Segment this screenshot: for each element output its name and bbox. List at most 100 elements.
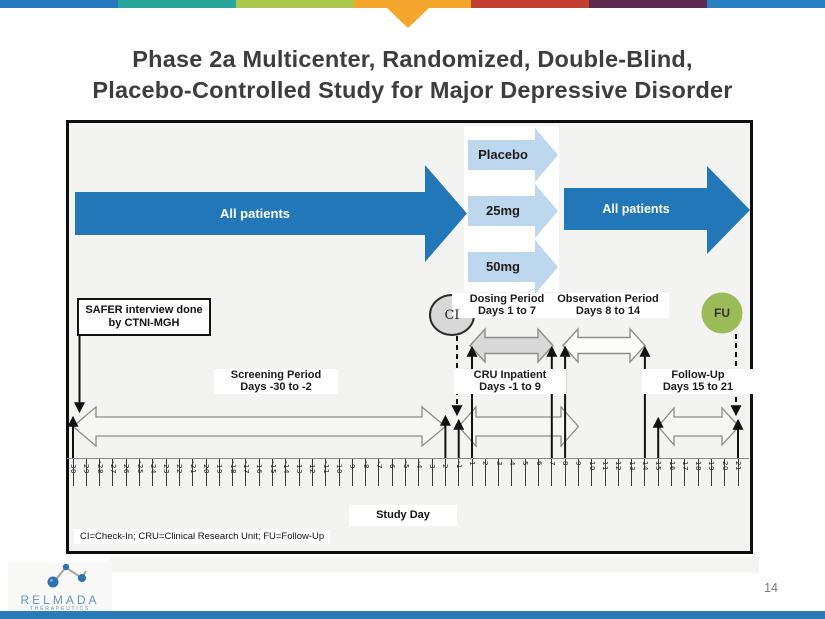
ribbon-segment — [353, 0, 472, 8]
timeline-tick-label: -2 — [441, 461, 450, 469]
all-patients-left-label: All patients — [219, 206, 291, 221]
timeline-tick-label: -10 — [335, 461, 343, 474]
timeline-tick — [285, 459, 287, 486]
timeline-tick-label: 3 — [494, 461, 503, 466]
study-diagram-frame — [66, 120, 753, 554]
timeline-tick-label: 11 — [601, 461, 609, 471]
timeline-tick — [697, 459, 699, 486]
timeline-tick-label: -23 — [162, 461, 171, 474]
timeline-tick — [311, 459, 313, 486]
timeline-tick — [205, 459, 207, 486]
timeline-tick-label: -9 — [348, 461, 357, 469]
timeline-tick — [471, 459, 473, 486]
timeline-tick — [431, 459, 433, 486]
ribbon-segment — [471, 0, 590, 8]
dosing-period-label: Dosing Period Days 1 to 7 — [452, 293, 562, 318]
timeline-tick-label: 1 — [468, 461, 476, 466]
timeline-tick — [152, 459, 154, 486]
timeline-tick — [165, 459, 167, 486]
timeline-tick — [378, 459, 380, 486]
timeline-tick — [218, 459, 220, 486]
follow-up-label: FU — [714, 306, 730, 320]
timeline-tick-label: -5 — [401, 461, 410, 469]
placebo-label: Placebo — [478, 147, 528, 162]
timeline-tick-label: -17 — [241, 461, 250, 474]
timeline-tick-label: -13 — [295, 461, 304, 474]
timeline-tick-label: -24 — [148, 461, 157, 474]
safer-note-line1: SAFER interview done — [85, 304, 203, 316]
timeline-tick — [232, 459, 234, 486]
dose-50mg-label: 50mg — [486, 259, 520, 274]
timeline-tick-label: -30 — [69, 461, 77, 474]
timeline-tick — [551, 459, 553, 486]
timeline-tick-label: -21 — [188, 461, 197, 474]
timeline-tick-label: 5 — [521, 461, 530, 466]
timeline-axis — [67, 458, 749, 459]
timeline-tick — [72, 459, 74, 486]
timeline-tick-label: -28 — [95, 461, 104, 474]
safer-note-box: SAFER interview done by CTNI-MGH — [77, 298, 211, 336]
timeline-tick — [498, 459, 500, 486]
timeline-tick — [657, 459, 659, 486]
timeline-tick-label: 7 — [547, 461, 556, 466]
timeline-tick-label: -25 — [135, 461, 144, 474]
timeline-tick-label: 14 — [640, 461, 649, 471]
timeline-tick-label: -12 — [308, 461, 317, 474]
timeline-tick — [418, 459, 420, 486]
study-day-axis-title: Study Day — [349, 505, 457, 526]
observation-period-label: Observation Period Days 8 to 14 — [547, 293, 669, 318]
timeline-tick-label: -6 — [388, 461, 397, 469]
timeline-tick — [325, 459, 327, 486]
timeline-tick-label: 8 — [561, 461, 570, 466]
timeline-tick — [99, 459, 101, 486]
timeline-tick-label: 4 — [507, 461, 516, 466]
timeline-tick-label: -27 — [108, 461, 117, 474]
page-number: 14 — [764, 581, 778, 595]
timeline-tick-label: 19 — [707, 461, 716, 471]
slide-title: Phase 2a Multicenter, Randomized, Double… — [0, 44, 825, 106]
slide-title-line2: Placebo-Controlled Study for Major Depre… — [92, 77, 733, 103]
timeline-tick — [710, 459, 712, 486]
all-patients-right-label: All patients — [602, 202, 670, 216]
timeline-tick-label: 18 — [694, 461, 703, 471]
timeline-tick — [444, 459, 446, 486]
timeline-tick — [524, 459, 526, 486]
safer-note-line2: by CTNI-MGH — [108, 317, 180, 329]
ribbon-segment — [589, 0, 708, 8]
ribbon-segment — [235, 0, 354, 8]
timeline-tick — [351, 459, 353, 486]
timeline-tick-label: 20 — [720, 461, 729, 471]
timeline-tick-label: -19 — [215, 461, 224, 474]
timeline-tick — [724, 459, 726, 486]
timeline-tick-label: 12 — [614, 461, 623, 471]
timeline-tick — [737, 459, 739, 486]
timeline-tick — [604, 459, 606, 486]
timeline-tick — [178, 459, 180, 486]
relmada-logo: RELMADA THERAPEUTICS — [8, 562, 112, 613]
timeline-tick-label: 10 — [587, 461, 596, 471]
slide-title-line1: Phase 2a Multicenter, Randomized, Double… — [132, 46, 693, 72]
timeline-tick-label: -3 — [428, 461, 437, 469]
timeline-tick-label: 13 — [627, 461, 636, 471]
timeline-tick — [671, 459, 672, 486]
timeline-tick — [617, 459, 619, 486]
timeline-tick — [258, 459, 260, 486]
timeline-tick — [538, 459, 539, 486]
timeline-tick — [405, 459, 406, 486]
timeline-tick — [85, 459, 87, 486]
ribbon-segment — [707, 0, 825, 8]
timeline-tick-label: -29 — [82, 461, 91, 474]
timeline-tick — [511, 459, 513, 486]
timeline-tick — [298, 459, 300, 486]
timeline-tick-label: 17 — [680, 461, 689, 471]
followup-period-label: Follow-Up Days 15 to 21 — [642, 369, 754, 394]
timeline-tick-label: -20 — [202, 461, 210, 474]
check-in-label: CI — [444, 308, 460, 323]
timeline-tick-label: -11 — [321, 461, 330, 474]
timeline-tick — [112, 459, 114, 486]
timeline-tick-label: -22 — [175, 461, 184, 474]
cru-inpatient-label: CRU Inpatient Days -1 to 9 — [454, 369, 566, 394]
timeline-tick — [139, 459, 140, 486]
timeline-tick-label: 9 — [574, 461, 583, 466]
legend-text: CI=Check-In; CRU=Clinical Research Unit;… — [74, 529, 331, 544]
